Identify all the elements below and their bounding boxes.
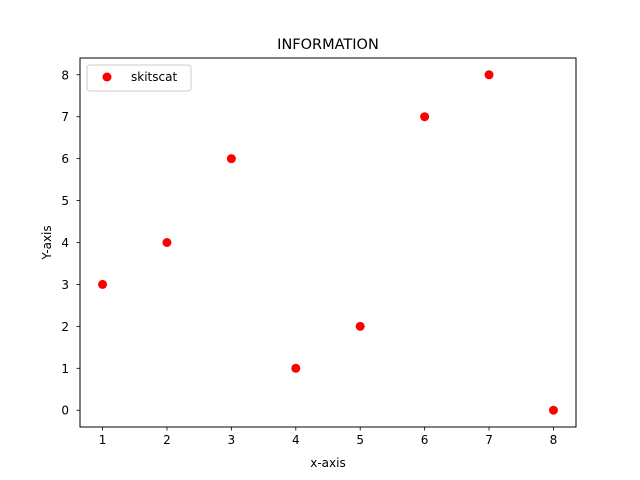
y-axis-ticks: 0 1 2 3 4 5 6 7 8: [61, 68, 80, 418]
x-tick-label: 3: [228, 433, 236, 447]
data-point: [548, 405, 558, 415]
data-point: [484, 70, 494, 80]
chart-title: INFORMATION: [277, 37, 379, 53]
x-axis-label: x-axis: [310, 456, 345, 470]
data-points: [98, 70, 558, 415]
x-tick-label: 5: [356, 433, 364, 447]
x-tick-label: 8: [550, 433, 558, 447]
data-point: [420, 112, 430, 122]
x-tick-label: 1: [99, 433, 107, 447]
plot-frame: [79, 57, 577, 428]
legend: skitscat: [86, 64, 192, 92]
y-tick-label: 5: [61, 194, 69, 208]
legend-label: skitscat: [131, 70, 177, 84]
x-tick-label: 4: [292, 433, 300, 447]
y-tick-label: 0: [61, 404, 69, 418]
data-point: [162, 238, 172, 247]
y-tick-label: 1: [61, 362, 69, 376]
data-point: [98, 279, 108, 289]
x-tick-label: 7: [485, 433, 493, 447]
y-tick-label: 7: [61, 110, 69, 124]
y-tick-label: 6: [61, 152, 69, 166]
y-tick-label: 4: [61, 236, 69, 250]
data-point: [226, 154, 236, 164]
y-tick-label: 2: [61, 320, 69, 334]
legend-box: [86, 64, 192, 92]
y-tick-label: 3: [61, 278, 69, 292]
data-point: [355, 321, 365, 331]
x-tick-label: 6: [421, 433, 429, 447]
plot-area: [80, 58, 576, 427]
y-axis-label: Y-axis: [40, 225, 54, 260]
y-tick-label: 8: [61, 68, 69, 82]
x-axis-ticks: 1 2 3 4 5 6 7 8: [99, 427, 558, 447]
x-tick-label: 2: [163, 433, 171, 447]
data-point: [291, 363, 301, 373]
legend-marker: [102, 72, 112, 82]
